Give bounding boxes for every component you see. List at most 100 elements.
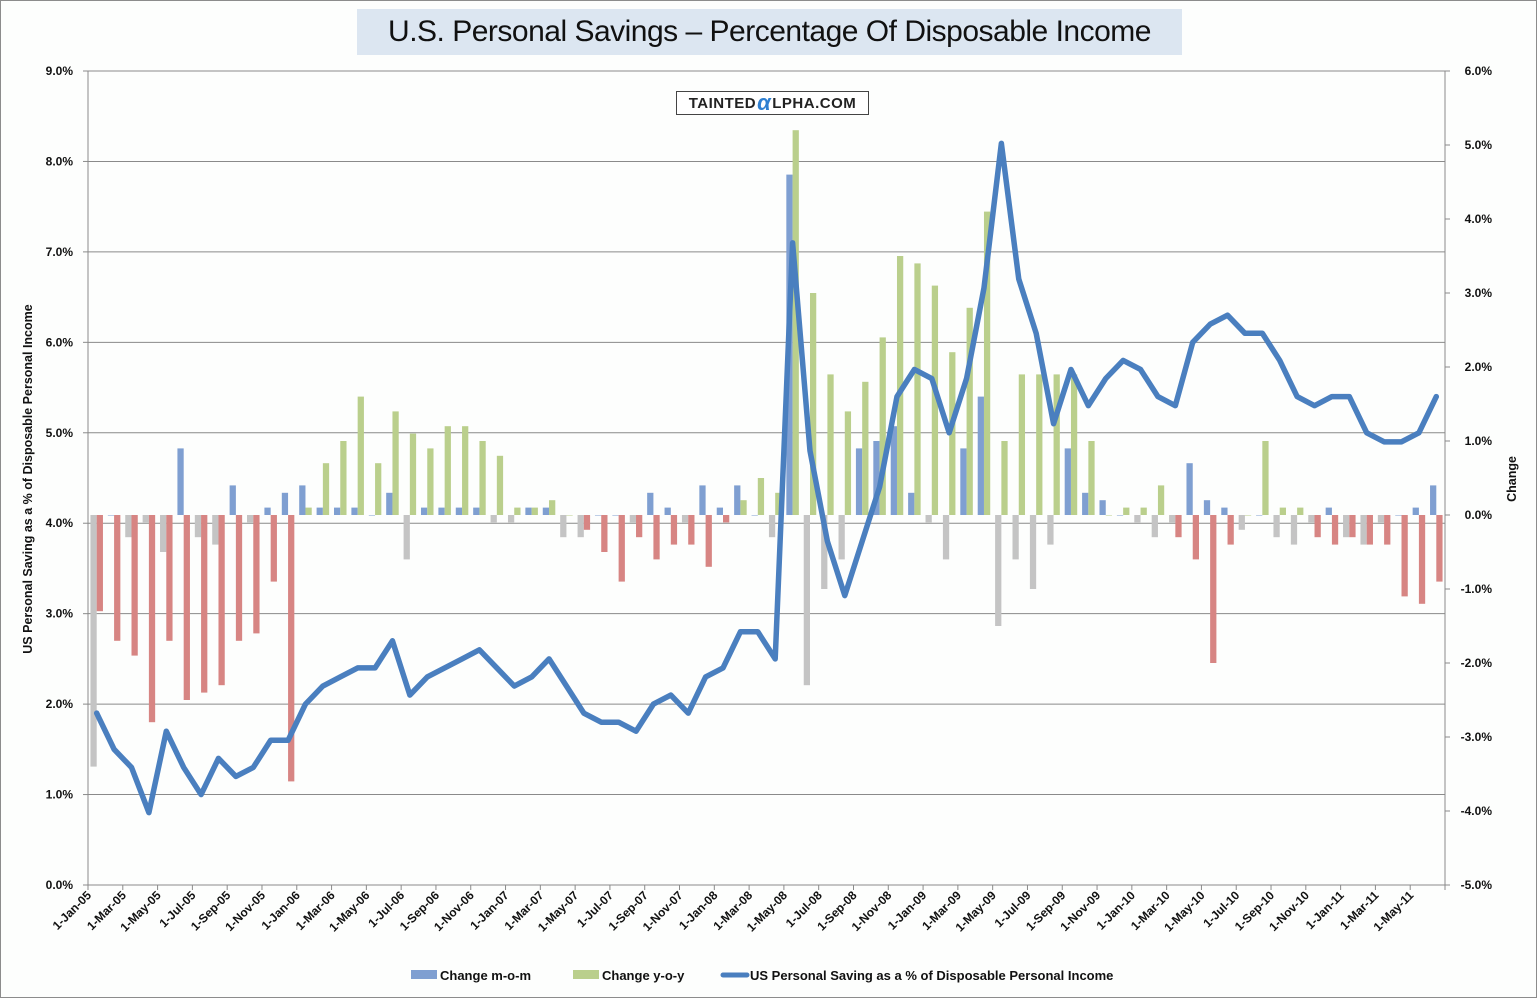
bar-mom [351,507,358,515]
bar-mom [542,507,550,515]
gridlines [88,70,1445,886]
legend-swatch [411,970,437,979]
bar-yoy [218,515,225,686]
bar-mom [1099,500,1106,515]
bar-mom [1256,515,1263,516]
left-tick-label: 4.0% [46,516,74,530]
bar-mom [264,507,271,515]
bar-yoy [166,515,173,641]
bar-mom [212,515,219,545]
bar-mom [333,507,341,515]
bar-yoy [340,441,347,515]
bar-yoy [1140,507,1147,515]
bar-yoy [896,256,904,515]
bar-yoy [479,441,486,515]
bar-mom [1412,507,1419,515]
logo-text-right: LPHA.COM [772,94,857,112]
bar-mom [490,515,497,523]
left-tick-label: 8.0% [46,154,74,168]
bar-mom [299,485,306,515]
bar-yoy [636,515,643,538]
bar-yoy [1384,515,1391,545]
bar-mom [142,515,149,523]
right-tick-label: 0.0% [1465,508,1493,522]
axes [87,71,1446,886]
bar-yoy [1436,515,1443,582]
bar-yoy [549,500,556,515]
bar-mom [1430,485,1437,515]
bar-mom [1134,515,1141,523]
bar-yoy [809,293,817,515]
bar-yoy [235,515,243,641]
bar-mom [160,515,167,552]
bar-yoy [1088,441,1095,515]
bar-mom [229,485,236,515]
savings-line-group [93,140,1440,816]
bar-mom [768,515,776,538]
bar-yoy [462,426,469,515]
bar-yoy [322,463,330,515]
bar-yoy [792,130,799,515]
left-tick-label: 9.0% [46,64,74,78]
left-axis-title: US Personal Saving as a % of Disposable … [21,304,35,653]
bar-mom [1203,500,1211,515]
bar-mom [1273,515,1280,538]
bar-yoy [427,448,434,515]
bar-mom [403,515,410,560]
bar-mom [107,515,115,516]
bar-mom [821,515,828,589]
bar-yoy [757,478,765,515]
bar-mom [960,448,967,515]
left-tick-label: 3.0% [46,607,74,621]
bar-mom [594,515,602,516]
bar-mom [507,515,515,523]
savings-rate-line [93,140,1440,816]
bar-yoy [1401,515,1408,597]
bar-yoy [531,507,538,515]
bar-yoy [862,381,869,515]
bar-mom [420,507,428,515]
bar-yoy [305,507,312,515]
bar-yoy [1244,515,1252,516]
bar-mom [1169,515,1176,523]
legend-label: US Personal Saving as a % of Disposable … [750,968,1113,983]
bar-yoy [914,263,921,515]
bar-mom [577,515,584,538]
right-tick-label: -1.0% [1461,582,1493,596]
bar-mom [1012,515,1019,560]
bar-mom [560,515,567,538]
bar-yoy [409,433,417,515]
bar-mom [873,441,880,515]
bar-yoy [775,492,782,515]
bar-yoy [1018,374,1026,515]
bar-yoy [1036,374,1043,515]
bar-mom [1029,515,1037,589]
bar-yoy [1331,515,1339,545]
bar-yoy [844,411,852,515]
bar-mom [751,515,758,516]
bar-yoy [496,455,504,515]
bar-yoy [392,411,399,515]
bar-yoy [1123,507,1130,515]
bar-yoy [183,515,190,700]
bar-mom [803,515,810,686]
bar-mom [890,426,897,515]
bar-yoy [1192,515,1200,560]
bar-mom [699,485,706,515]
bar-yoy [1175,515,1182,538]
right-axis-title: Change [1505,456,1519,502]
bar-mom [368,515,376,516]
bar-yoy [949,352,956,515]
bar-mom [1186,463,1193,515]
bar-mom [995,515,1002,626]
bar-mom [1238,515,1245,530]
right-tick-label: -5.0% [1461,878,1493,892]
bar-mom [1343,515,1350,538]
bar-yoy [618,515,625,582]
bar-yoy [1297,507,1304,515]
bar-mom [90,515,97,767]
left-tick-label: 6.0% [46,335,74,349]
bar-mom [1308,515,1315,523]
